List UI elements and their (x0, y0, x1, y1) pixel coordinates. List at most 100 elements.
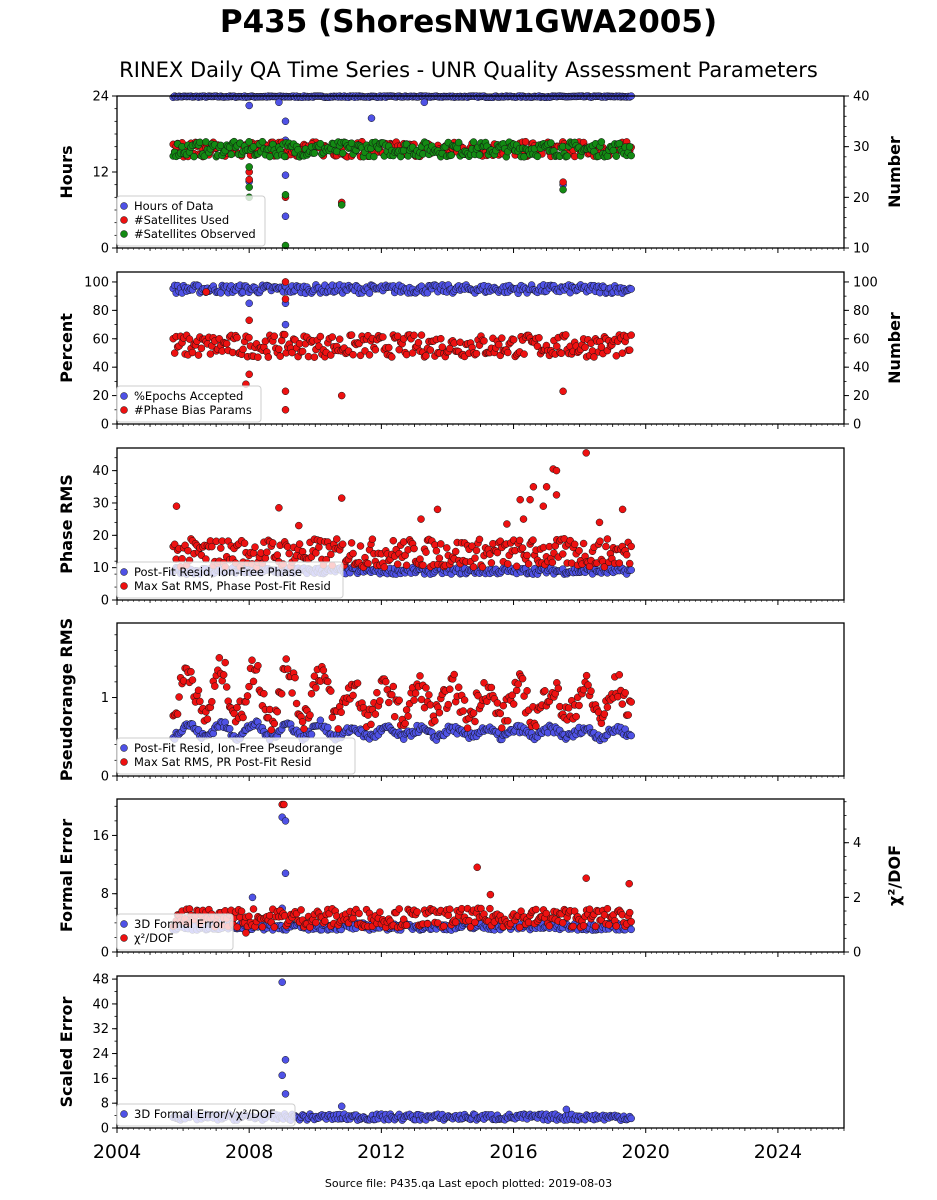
data-point (316, 716, 325, 725)
data-point (298, 347, 307, 356)
y-axis-label: Pseudorange RMS (57, 618, 76, 781)
outlier-point (552, 491, 561, 499)
data-point (569, 922, 577, 931)
data-point (512, 686, 521, 695)
panel-4-marks (169, 654, 635, 745)
data-point (579, 922, 588, 930)
data-point (376, 908, 384, 916)
outlier-point (245, 175, 253, 184)
y-axis-label: Formal Error (57, 819, 76, 932)
data-point (276, 352, 284, 360)
data-point (504, 560, 512, 568)
data-point (423, 920, 432, 928)
data-point (498, 724, 506, 732)
x-tick-label: 2024 (754, 1141, 802, 1163)
data-point (451, 547, 460, 556)
y-tick-label: 0 (101, 770, 109, 785)
y-tick-label: 30 (92, 496, 109, 511)
data-point (185, 335, 194, 343)
data-point (258, 137, 267, 146)
outlier-point (473, 863, 481, 872)
data-point (524, 560, 533, 568)
y2-tick-label: 40 (853, 90, 870, 105)
data-point (596, 537, 604, 545)
data-point (306, 923, 314, 931)
data-point (356, 351, 365, 360)
data-point (365, 289, 374, 297)
x-tick-label: 2004 (93, 1141, 141, 1163)
outlier-point (552, 466, 561, 475)
data-point (591, 922, 600, 931)
data-point (355, 909, 363, 918)
data-point (251, 543, 259, 551)
y2-tick-label: 2 (853, 891, 861, 906)
data-point (597, 138, 606, 146)
data-point (373, 688, 381, 697)
data-point (333, 535, 341, 543)
data-point (431, 717, 439, 725)
data-point (541, 687, 549, 695)
panel-6-marks (169, 978, 635, 1124)
data-point (380, 563, 389, 571)
legend-marker (120, 920, 128, 928)
panel-3: 0 10 20 30 40 Phase RMS Post-Fit Resid, Ion-Fr… (57, 447, 845, 609)
data-point (472, 349, 481, 358)
outlier-point (245, 183, 253, 191)
data-point (575, 546, 583, 555)
data-point (395, 345, 403, 354)
outlier-point (595, 518, 604, 527)
data-point (475, 535, 484, 544)
data-point (627, 285, 635, 293)
data-point (307, 689, 316, 698)
data-point (446, 905, 454, 913)
data-point (419, 561, 427, 569)
data-point (602, 542, 610, 551)
data-point (471, 717, 479, 726)
y-tick-label: 0 (101, 594, 109, 609)
y-tick-label: 40 (92, 361, 109, 376)
x-tick-label: 2020 (622, 1141, 670, 1163)
data-point (590, 353, 598, 361)
data-point (254, 353, 262, 361)
y2-tick-label: 40 (853, 361, 870, 376)
data-point (615, 559, 624, 567)
data-point (211, 682, 219, 690)
data-point (237, 907, 246, 916)
data-point (509, 335, 518, 344)
data-point (486, 904, 494, 913)
data-point (243, 692, 252, 700)
data-point (347, 539, 356, 547)
data-point (239, 713, 247, 722)
data-point (627, 1114, 635, 1123)
y-tick-label: 16 (92, 1072, 109, 1087)
chart-subtitle: RINEX Daily QA Time Series - UNR Quality… (119, 58, 818, 82)
data-point (532, 905, 540, 914)
data-point (312, 684, 320, 692)
outlier-point (245, 316, 253, 325)
y-tick-label: 48 (92, 973, 109, 988)
outlier-point (281, 295, 290, 303)
data-point (347, 331, 356, 339)
y-tick-label: 20 (92, 529, 109, 544)
data-point (254, 661, 262, 670)
data-point (523, 687, 531, 695)
data-point (390, 712, 399, 721)
data-point (627, 566, 635, 574)
legend-marker (120, 230, 128, 238)
y-tick-label: 1 (101, 691, 109, 706)
data-point (545, 922, 554, 930)
data-point (291, 673, 299, 682)
data-point (349, 549, 357, 558)
data-point (321, 917, 329, 925)
data-point (625, 346, 634, 354)
data-point (413, 908, 421, 916)
data-point (371, 346, 380, 354)
data-point (306, 711, 314, 719)
data-point (515, 536, 524, 545)
data-point (459, 707, 467, 715)
outlier-point (582, 874, 590, 882)
data-point (221, 658, 229, 667)
data-point (447, 151, 456, 159)
